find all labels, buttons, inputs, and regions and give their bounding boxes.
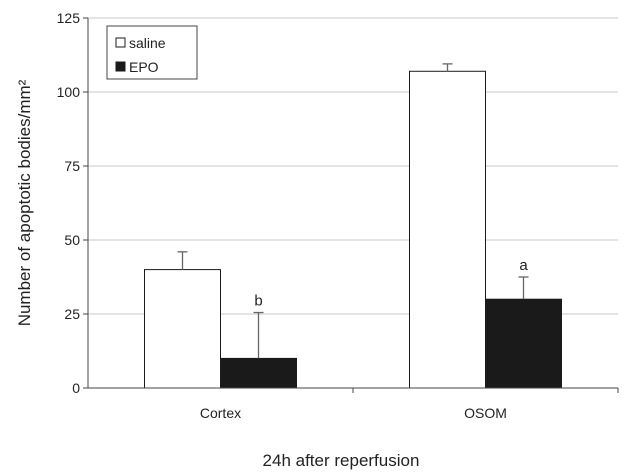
- legend-swatch-epo: [115, 61, 126, 72]
- bars: [144, 70, 562, 389]
- y-tick-label: 125: [57, 10, 81, 26]
- legend: saline EPO: [106, 25, 198, 80]
- x-tick-label: Cortex: [200, 405, 241, 421]
- error-bars: [177, 63, 529, 359]
- labels: 0 25 50 75 100 125 Cortex b OSOM a 24h after reper…: [15, 10, 528, 470]
- y-tick-label: 0: [72, 380, 80, 396]
- bar-epo-cortex: [220, 357, 297, 389]
- bar-epo-osom: [485, 298, 562, 389]
- bar-saline-cortex: [144, 269, 221, 389]
- x-axis-title: 24h after reperfusion: [263, 451, 420, 470]
- x-tick-label: OSOM: [464, 405, 507, 421]
- y-tick-label: 100: [57, 84, 81, 100]
- legend-label-saline: saline: [129, 35, 166, 51]
- y-tick-label: 25: [64, 306, 80, 322]
- legend-label-epo: EPO: [129, 59, 159, 75]
- significance-label: a: [519, 257, 528, 274]
- bar-saline-osom: [409, 70, 486, 389]
- y-tick-label: 75: [64, 158, 80, 174]
- y-tick-label: 50: [64, 232, 80, 248]
- significance-label: b: [254, 293, 262, 310]
- y-axis-title: Number of apoptotic bodies/mm²: [15, 79, 34, 326]
- axes: [83, 17, 619, 393]
- legend-swatch-saline: [115, 37, 126, 48]
